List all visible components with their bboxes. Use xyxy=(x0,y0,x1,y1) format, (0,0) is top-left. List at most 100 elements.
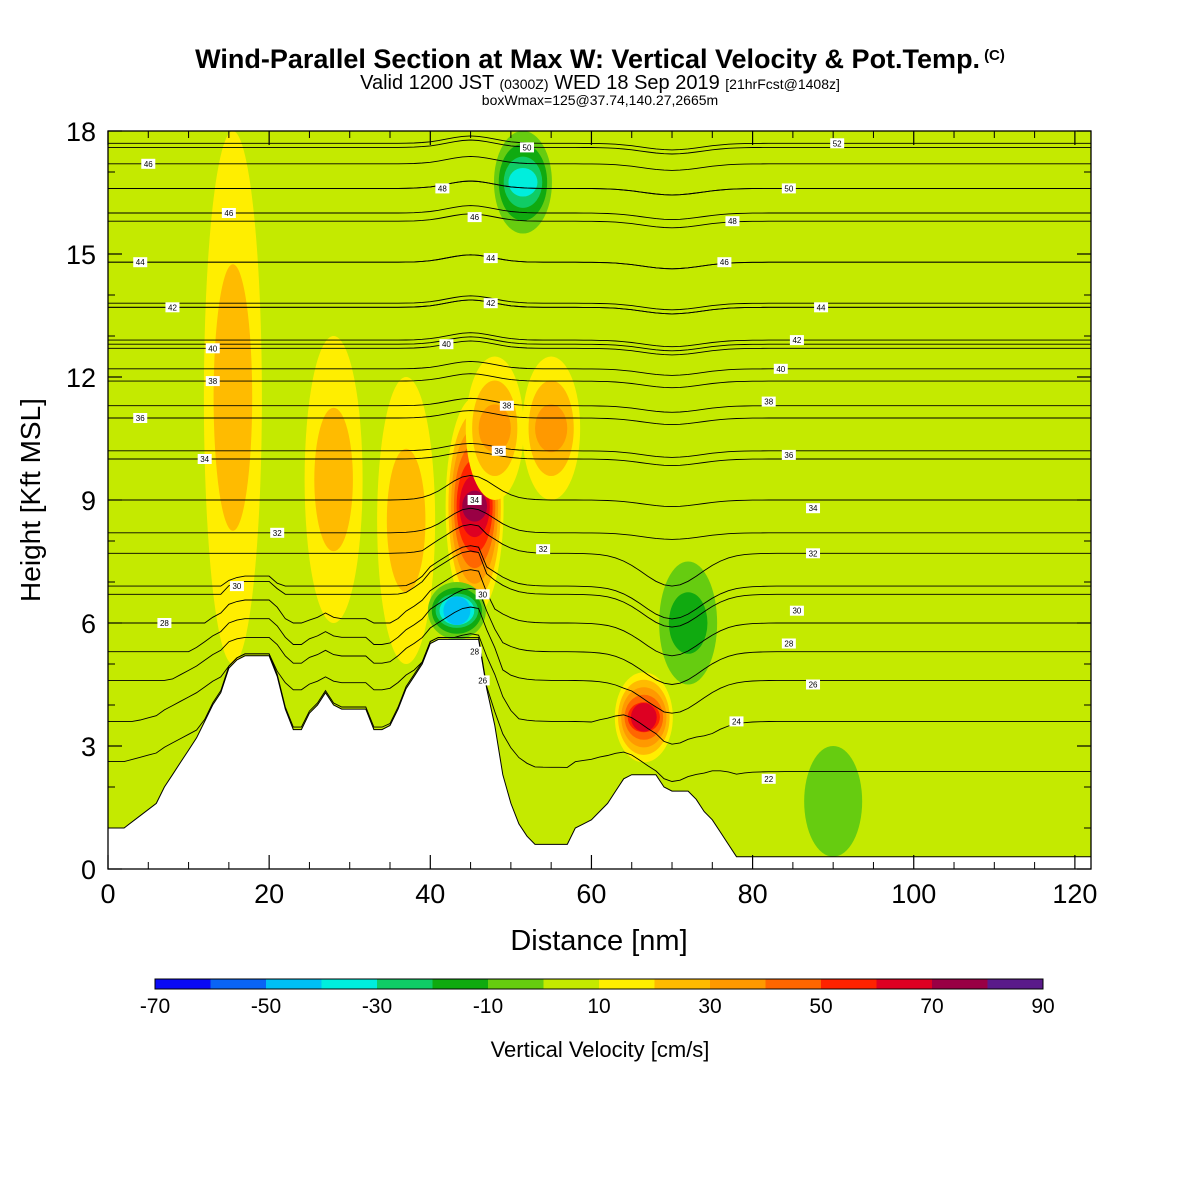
isentrope-label-bg xyxy=(725,216,740,227)
colorbar-tick-label: 70 xyxy=(920,995,943,1018)
colorbar-swatch xyxy=(543,979,600,989)
isentrope-contours xyxy=(108,135,1091,782)
isentrope-label-bg xyxy=(475,675,490,686)
isentrope-label: 48 xyxy=(435,183,450,194)
isentrope-label: 40 xyxy=(205,343,220,354)
isentrope-label-text: 30 xyxy=(478,590,487,599)
isentrope-label: 44 xyxy=(483,253,498,264)
isentrope-label-bg xyxy=(221,208,236,218)
isentrope-label-bg xyxy=(270,527,285,538)
colorbar-swatch xyxy=(488,979,544,989)
isentrope-labels: 46 46 44 42 40 38 36 34 32 30 28 50 48 46 44 42 40 38 36 34… xyxy=(133,138,845,784)
x-tick-label: 0 xyxy=(100,879,115,909)
isentrope-label-bg xyxy=(475,589,490,600)
isentrope-label: 30 xyxy=(789,605,804,616)
colorbar-swatch xyxy=(987,979,1044,989)
isentrope-label: 28 xyxy=(157,618,172,628)
x-tick-label: 60 xyxy=(576,879,606,909)
isentrope-label: 36 xyxy=(491,445,506,456)
chart-title: Wind-Parallel Section at Max W: Vertical… xyxy=(0,44,1200,75)
isentrope-46 xyxy=(108,155,1091,171)
isentrope-label-bg xyxy=(229,581,244,592)
isentrope-28 xyxy=(108,569,1091,657)
isentrope-label-text: 46 xyxy=(720,258,729,267)
forecast-info: [21hrFcst@1408z] xyxy=(725,76,840,92)
isentrope-label: 42 xyxy=(789,335,804,346)
isentrope-label-text: 40 xyxy=(208,344,217,353)
isentrope-label-bg xyxy=(781,638,796,649)
isentrope-label-bg xyxy=(830,138,845,149)
isentrope-label-bg xyxy=(761,396,776,407)
colorbar-swatch xyxy=(654,979,711,989)
x-axis: 0 20 40 60 80 100 120 xyxy=(100,131,1097,909)
isentrope-label-bg xyxy=(499,400,514,411)
isentrope-label: 40 xyxy=(773,363,788,374)
isentrope-label-text: 24 xyxy=(732,717,741,726)
isentrope-label-text: 28 xyxy=(470,648,479,657)
isentrope-label-bg xyxy=(773,363,788,374)
x-axis-label: Distance [nm] xyxy=(510,925,687,957)
isentrope-label-text: 44 xyxy=(486,254,495,263)
isentrope-label: 28 xyxy=(781,638,796,649)
colorbar-swatch xyxy=(266,979,322,989)
isentrope-label: 48 xyxy=(725,216,740,227)
isentrope-44 xyxy=(108,299,1091,315)
isentrope-label-text: 30 xyxy=(232,582,241,591)
isentrope-label: 36 xyxy=(781,449,796,460)
isentrope-label: 26 xyxy=(475,675,490,686)
y-tick-label: 12 xyxy=(66,363,96,393)
isentrope-label-text: 44 xyxy=(817,303,826,312)
isentrope-38 xyxy=(108,373,1091,389)
colorbar-label: Vertical Velocity [cm/s] xyxy=(491,1037,710,1062)
isentrope-label-text: 34 xyxy=(470,496,479,505)
isentrope-50 xyxy=(108,139,1091,155)
isentrope-label-text: 50 xyxy=(523,143,532,152)
isentrope-label-bg xyxy=(491,445,506,456)
isentrope-label-bg xyxy=(467,495,482,505)
isentrope-label: 36 xyxy=(133,413,148,423)
isentrope-label: 24 xyxy=(729,716,744,727)
velocity-cell-updraft xyxy=(314,407,353,552)
isentrope-label-bg xyxy=(467,646,482,657)
isentrope-label-text: 36 xyxy=(784,451,793,460)
isentrope-label: 34 xyxy=(806,503,821,514)
colorbar-tick-label: 10 xyxy=(587,995,610,1018)
isentrope-label-bg xyxy=(717,257,732,268)
isentrope-label: 38 xyxy=(761,396,776,407)
isentrope-label-text: 38 xyxy=(764,398,773,407)
isentrope-28 xyxy=(108,587,1091,685)
isentrope-label: 44 xyxy=(814,302,829,313)
isentrope-label-bg xyxy=(789,335,804,346)
isentrope-label: 32 xyxy=(536,544,551,555)
colorbar-swatch xyxy=(765,979,822,989)
isentrope-label: 42 xyxy=(165,302,180,313)
y-tick-label: 6 xyxy=(81,609,96,639)
isentrope-label-bg xyxy=(467,212,482,223)
colorbar-swatch xyxy=(876,979,933,989)
isentrope-label-text: 46 xyxy=(144,160,153,169)
isentrope-48 xyxy=(108,213,1091,229)
isentrope-36 xyxy=(108,410,1091,426)
isentrope-46 xyxy=(108,254,1091,270)
velocity-cell-downdraft xyxy=(508,167,538,197)
velocity-cell-updraft xyxy=(535,404,568,453)
isentrope-label-bg xyxy=(789,605,804,616)
velocity-cell-updraft xyxy=(213,264,253,531)
isentrope-label-bg xyxy=(197,454,212,464)
isentrope-32 xyxy=(108,523,1091,587)
isentrope-label: 28 xyxy=(467,646,482,657)
colorbar-swatch xyxy=(432,979,489,989)
isentrope-label-text: 38 xyxy=(502,402,511,411)
isentrope-34 xyxy=(108,451,1091,467)
isentrope-40 xyxy=(108,336,1091,352)
isentrope-label-bg xyxy=(519,142,534,153)
isentrope-label-bg xyxy=(157,618,172,628)
velocity-cell-downdraft xyxy=(804,745,863,857)
isentrope-label-text: 34 xyxy=(200,455,209,464)
colorbar-swatch xyxy=(599,979,655,989)
isentrope-label: 38 xyxy=(499,400,514,411)
chart-title-main: Wind-Parallel Section at Max W: Vertical… xyxy=(195,44,981,74)
valid-time-utc: (0300Z) xyxy=(499,76,549,92)
